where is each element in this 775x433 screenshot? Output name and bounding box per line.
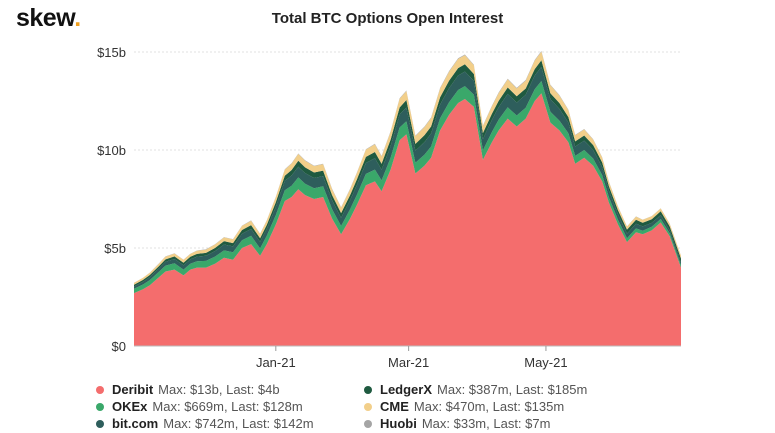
y-tick-label: $10b — [97, 143, 126, 158]
legend-series-name: OKEx — [112, 399, 148, 414]
legend-item-cme[interactable]: CME Max: $470m, Last: $135m — [364, 399, 664, 415]
logo-text: skew — [16, 4, 75, 32]
x-tick-label: Mar-21 — [388, 355, 429, 370]
legend-swatch — [96, 420, 104, 428]
y-axis-labels: $0 $5b $10b $15b — [97, 45, 126, 354]
y-tick-label: $15b — [97, 45, 126, 60]
legend-swatch — [364, 403, 372, 411]
legend-series-name: Huobi — [380, 416, 417, 431]
legend-series-name: CME — [380, 399, 409, 414]
legend-swatch — [364, 420, 372, 428]
legend-series-stats: Max: $470m, Last: $135m — [413, 399, 565, 414]
legend-item-bit-com[interactable]: bit.com Max: $742m, Last: $142m — [96, 416, 364, 432]
legend-series-name: LedgerX — [380, 382, 433, 397]
skew-logo: skew. — [16, 4, 81, 33]
legend: Deribit Max: $13b, Last: $4b LedgerX Max: $… — [96, 382, 696, 432]
legend-series-stats: Max: $387m, Last: $185m — [437, 382, 588, 397]
logo-dot: . — [74, 4, 81, 32]
x-tick-label: Jan-21 — [256, 355, 296, 370]
area-ledgerx — [134, 60, 681, 287]
chart-title: Total BTC Options Open Interest — [271, 10, 504, 27]
legend-item-deribit[interactable]: Deribit Max: $13b, Last: $4b — [96, 382, 364, 398]
legend-swatch — [364, 386, 372, 394]
legend-series-name: Deribit — [112, 382, 154, 397]
legend-series-stats: Max: $33m, Last: $7m — [421, 416, 551, 431]
legend-series-stats: Max: $13b, Last: $4b — [158, 382, 280, 397]
area-cme — [134, 51, 681, 285]
legend-swatch — [96, 403, 104, 411]
legend-item-okex[interactable]: OKEx Max: $669m, Last: $128m — [96, 399, 364, 415]
legend-item-ledgerx[interactable]: LedgerX Max: $387m, Last: $185m — [364, 382, 664, 398]
area-deribit — [134, 93, 681, 346]
legend-swatch — [96, 386, 104, 394]
x-axis: Jan-21 Mar-21 May-21 — [134, 345, 681, 370]
legend-item-huobi[interactable]: Huobi Max: $33m, Last: $7m — [364, 416, 664, 432]
legend-series-stats: Max: $742m, Last: $142m — [163, 416, 314, 431]
x-tick-label: May-21 — [524, 355, 567, 370]
y-tick-label: $0 — [112, 339, 126, 354]
y-tick-label: $5b — [104, 241, 126, 256]
legend-series-stats: Max: $669m, Last: $128m — [152, 399, 303, 414]
legend-series-name: bit.com — [112, 416, 159, 431]
area-series — [134, 51, 681, 346]
